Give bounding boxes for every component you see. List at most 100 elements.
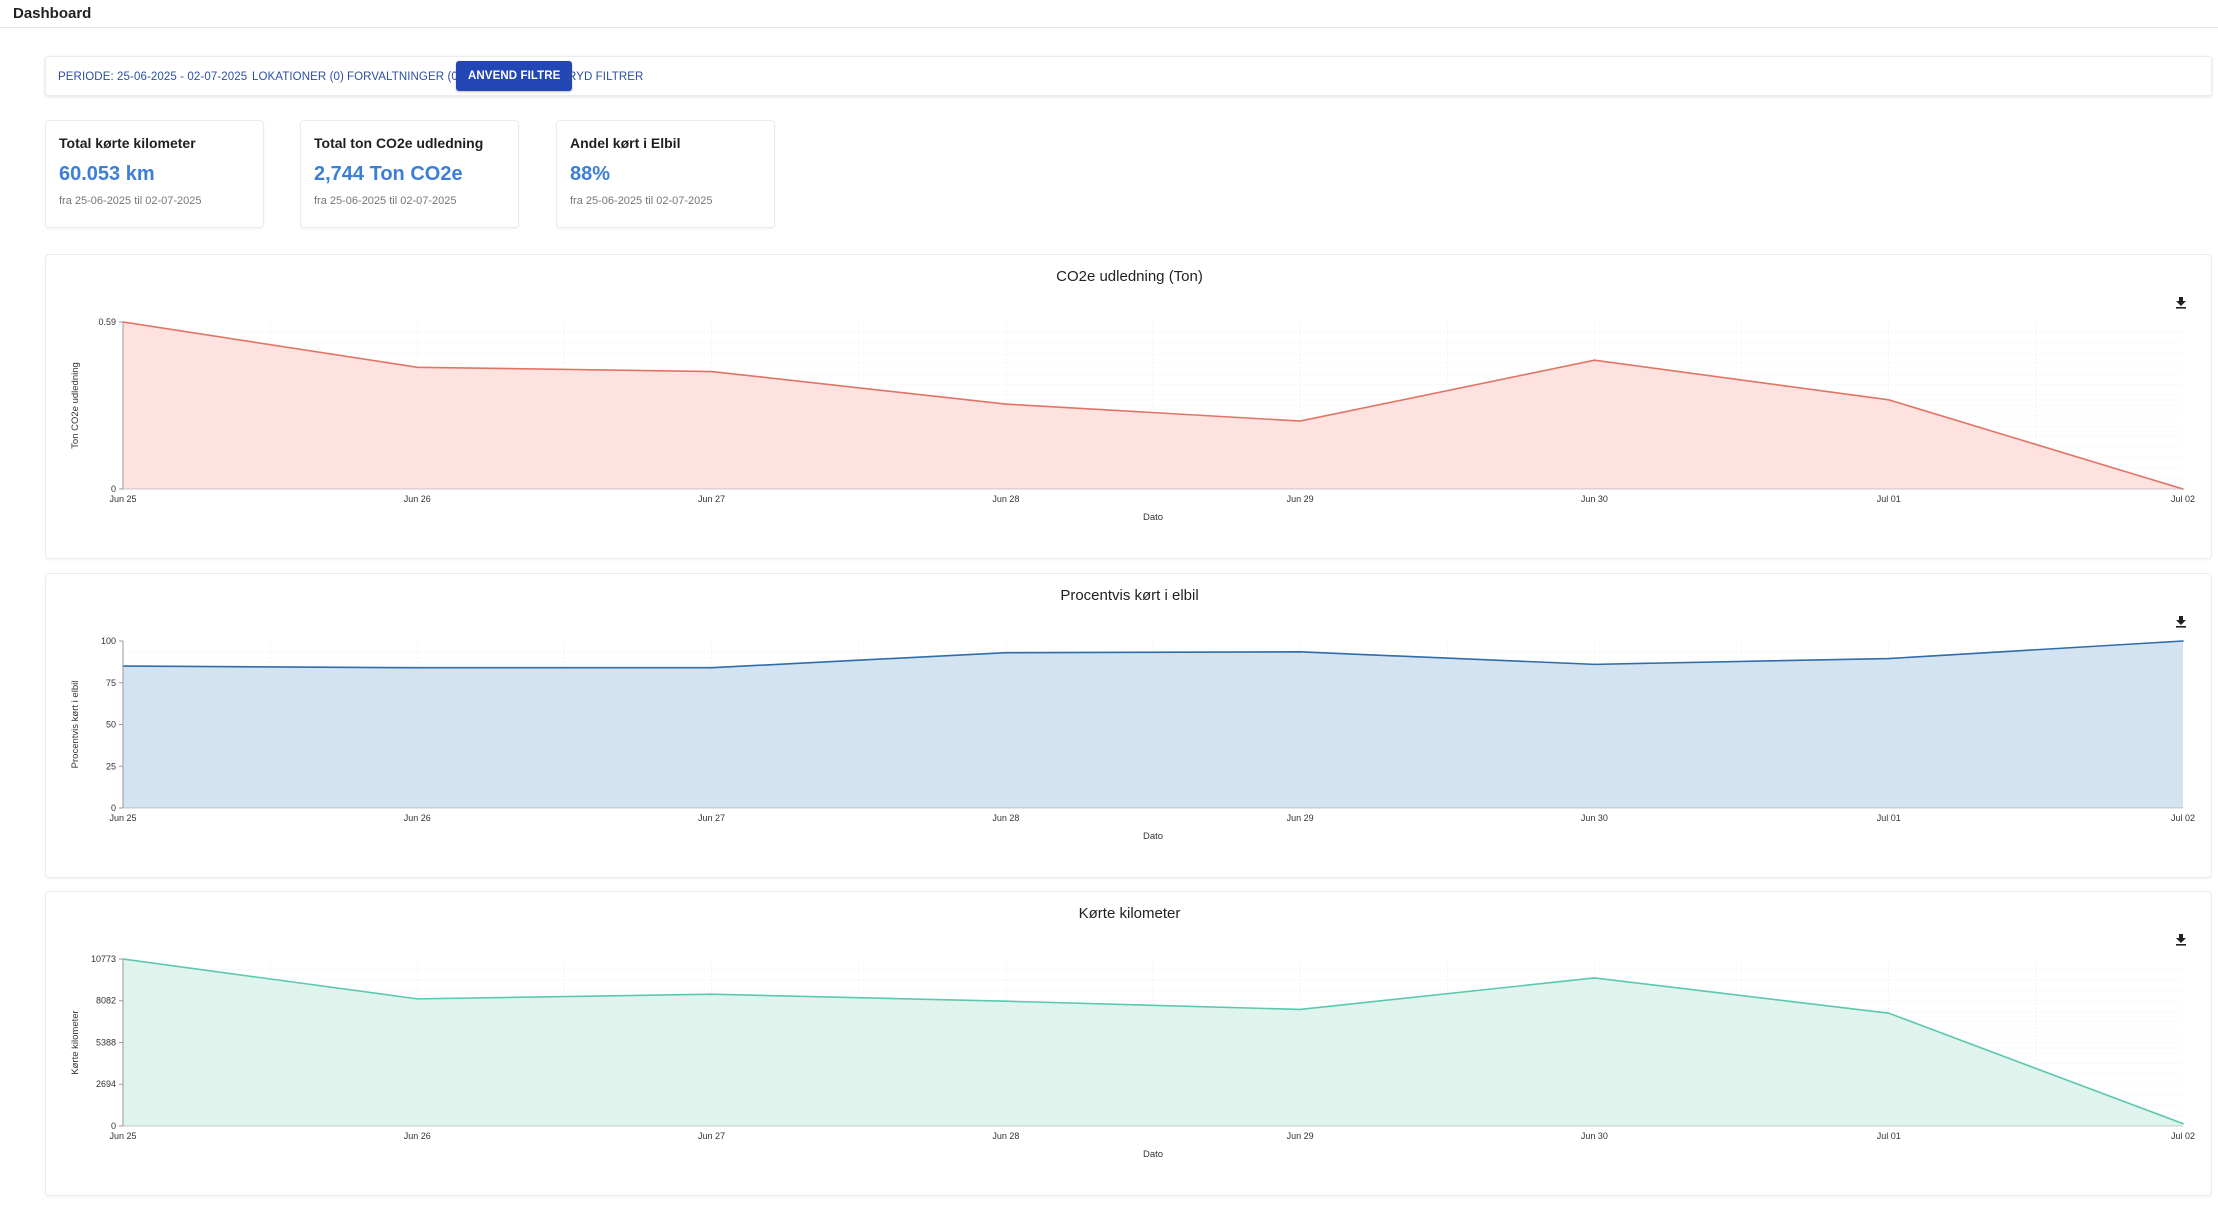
y-tick-label: 0 [111, 484, 116, 494]
data-point [1887, 399, 1890, 401]
x-tick-label: Jun 30 [1581, 494, 1608, 504]
x-tick-label: Jun 26 [404, 1131, 431, 1141]
y-axis-label: Ton CO2e udledning [70, 362, 81, 449]
series-area [123, 641, 2183, 808]
x-tick-label: Jun 30 [1581, 1131, 1608, 1141]
km-chart: Kørte kilometer 0 2694 5388 8082 10773 Jun 25 J… [70, 905, 2195, 1160]
x-tick-label: Jul 02 [2171, 494, 2195, 504]
kpi-value: 60.053 km [59, 163, 155, 185]
data-point [2182, 1122, 2184, 1125]
x-tick-label: Jun 27 [698, 813, 725, 823]
page-title: Dashboard [13, 5, 92, 22]
x-tick-label: Jul 01 [1877, 494, 1901, 504]
series-area [123, 959, 2183, 1126]
x-tick-label: Jun 29 [1287, 1131, 1314, 1141]
x-tick-label: Jun 26 [404, 813, 431, 823]
kpi-subtitle: fra 25-06-2025 til 02-07-2025 [570, 195, 713, 207]
co2e-chart: CO2e udledning (Ton) 0 0.59 Jun 25 Jun 26 Jun… [70, 268, 2195, 523]
data-point [710, 666, 713, 669]
chart-panel-ev-percent: Procentvis kørt i elbil 0 25 50 75 100 Jun 25 J… [45, 573, 2212, 878]
x-tick-label: Jun 28 [992, 813, 1019, 823]
chart-title: CO2e udledning (Ton) [1056, 268, 1203, 285]
ev-percent-chart: Procentvis kørt i elbil 0 25 50 75 100 Jun 25 J… [70, 587, 2195, 842]
data-point [710, 993, 713, 996]
x-axis-label: Dato [1143, 831, 1163, 842]
data-point [1299, 1008, 1301, 1011]
kpi-card-ev-share: Andel kørt i Elbil 88% fra 25-06-2025 ti… [556, 120, 775, 228]
y-axis-label: Kørte kilometer [70, 1010, 81, 1074]
y-tick-label: 0 [111, 803, 116, 813]
kpi-subtitle: fra 25-06-2025 til 02-07-2025 [59, 195, 202, 207]
x-tick-label: Jul 01 [1877, 1131, 1901, 1141]
download-icon[interactable] [2176, 934, 2186, 946]
chart-panel-km: Kørte kilometer 0 2694 5388 8082 10773 Jun 25 J… [45, 891, 2212, 1196]
top-bar: Dashboard [0, 0, 2218, 28]
kpi-title: Andel kørt i Elbil [570, 135, 681, 151]
download-icon[interactable] [2176, 616, 2186, 628]
x-tick-label: Jun 25 [109, 1131, 136, 1141]
data-point [416, 998, 419, 1000]
series-area [123, 322, 2183, 489]
x-tick-label: Jun 29 [1287, 813, 1314, 823]
x-tick-label: Jul 02 [2171, 1131, 2195, 1141]
y-tick-label: 100 [101, 636, 116, 646]
kpi-title: Total ton CO2e udledning [314, 135, 484, 151]
data-point [416, 366, 419, 369]
data-point [1887, 657, 1890, 660]
y-tick-label: 0.59 [98, 317, 116, 327]
series-line [122, 321, 2184, 490]
kpi-card-total-km: Total kørte kilometer 60.053 km fra 25-0… [45, 120, 264, 228]
data-point [1593, 663, 1596, 666]
series-line [122, 640, 2184, 669]
y-tick-label: 8082 [96, 996, 116, 1006]
locations-filter-button[interactable]: LOKATIONER (0) [252, 71, 344, 83]
data-point [1593, 359, 1596, 362]
x-tick-label: Jun 25 [109, 494, 136, 504]
administrations-filter-button[interactable]: FORVALTNINGER (0) [347, 71, 462, 83]
data-point [1887, 1012, 1890, 1014]
data-point [710, 370, 713, 373]
kpi-value: 2,744 Ton CO2e [314, 163, 463, 185]
y-tick-label: 0 [111, 1121, 116, 1131]
kpi-value: 88% [570, 163, 611, 185]
x-tick-label: Jul 02 [2171, 813, 2195, 823]
chart-panel-co2e: CO2e udledning (Ton) 0 0.59 Jun 25 Jun 26 Jun… [45, 254, 2212, 559]
x-axis-label: Dato [1143, 512, 1163, 523]
apply-filters-button[interactable]: ANVEND FILTRE [456, 61, 573, 91]
clear-filters-button[interactable]: RYD FILTRER [568, 71, 644, 83]
chart-title: Kørte kilometer [1079, 905, 1181, 922]
data-point [1005, 1000, 1007, 1003]
data-point [416, 666, 419, 669]
kpi-card-total-co2e: Total ton CO2e udledning 2,744 Ton CO2e … [300, 120, 519, 228]
x-tick-label: Jun 27 [698, 494, 725, 504]
data-point [1299, 651, 1301, 653]
y-tick-label: 5388 [96, 1037, 116, 1047]
x-tick-label: Jun 28 [992, 1131, 1019, 1141]
series-line [122, 958, 2184, 1125]
x-tick-label: Jun 25 [109, 813, 136, 823]
x-axis-label: Dato [1143, 1149, 1163, 1160]
data-point [2182, 640, 2184, 642]
x-tick-label: Jun 28 [992, 494, 1019, 504]
data-point [1593, 977, 1596, 979]
y-axis-label: Procentvis kørt i elbil [70, 681, 81, 769]
y-tick-label: 75 [106, 678, 116, 688]
data-point [1299, 420, 1301, 422]
period-filter-button[interactable]: PERIODE: 25-06-2025 - 02-07-2025 [58, 71, 248, 83]
y-tick-label: 25 [106, 761, 116, 771]
data-point [1005, 403, 1007, 405]
x-tick-label: Jun 30 [1581, 813, 1608, 823]
filter-bar: PERIODE: 25-06-2025 - 02-07-2025 LOKATIO… [45, 56, 2212, 96]
x-tick-label: Jun 26 [404, 494, 431, 504]
y-tick-label: 10773 [91, 954, 116, 964]
kpi-subtitle: fra 25-06-2025 til 02-07-2025 [314, 195, 457, 207]
y-tick-label: 50 [106, 720, 116, 730]
chart-title: Procentvis kørt i elbil [1060, 587, 1198, 604]
x-tick-label: Jul 01 [1877, 813, 1901, 823]
kpi-title: Total kørte kilometer [59, 135, 196, 151]
x-tick-label: Jun 27 [698, 1131, 725, 1141]
x-tick-label: Jun 29 [1287, 494, 1314, 504]
data-point [1005, 651, 1007, 654]
download-icon[interactable] [2176, 297, 2186, 309]
y-tick-label: 2694 [96, 1079, 116, 1089]
